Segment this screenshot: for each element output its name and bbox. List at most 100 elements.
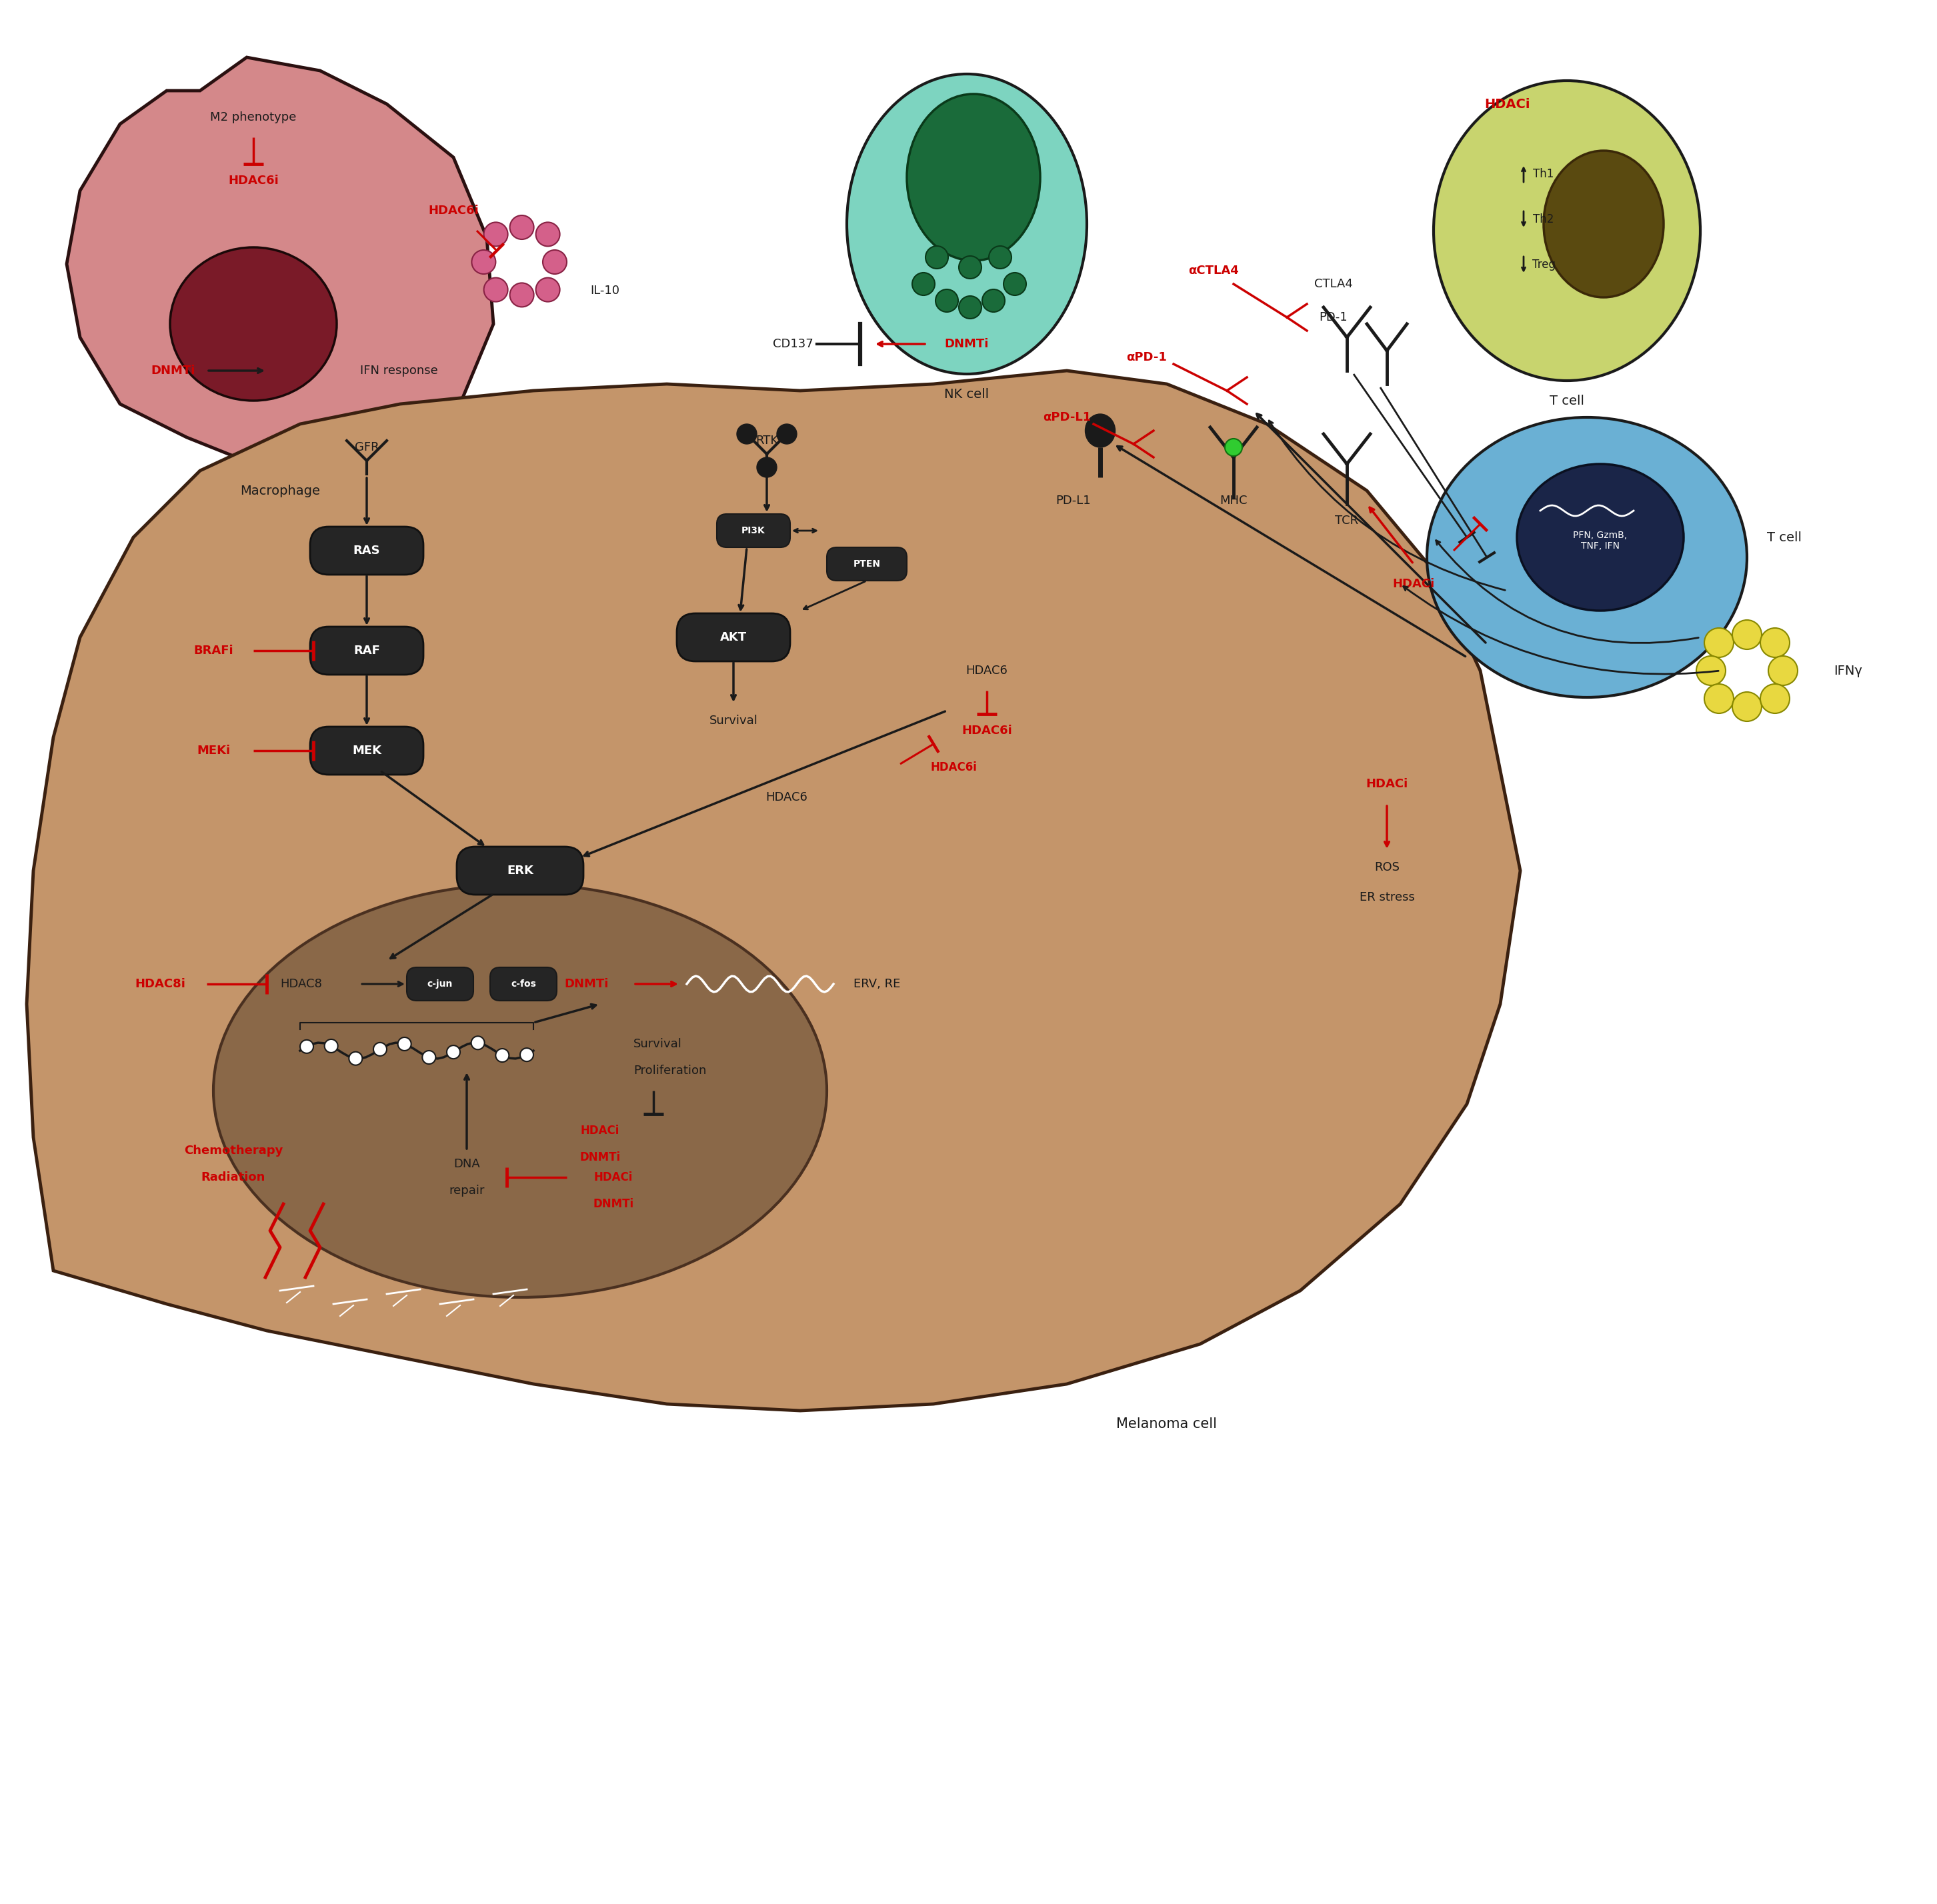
Text: HDACi: HDACi: [1484, 97, 1530, 110]
Text: T cell: T cell: [1550, 394, 1584, 407]
Text: Survival: Survival: [633, 1038, 682, 1049]
Circle shape: [926, 246, 949, 268]
Text: c-jun: c-jun: [428, 979, 453, 988]
Circle shape: [982, 289, 1005, 312]
FancyBboxPatch shape: [310, 527, 424, 575]
Text: IL-10: IL-10: [591, 286, 620, 297]
Text: T cell: T cell: [1767, 531, 1801, 545]
Text: DNMTi: DNMTi: [945, 339, 990, 350]
Ellipse shape: [1433, 80, 1701, 381]
Text: MHC: MHC: [1220, 495, 1247, 506]
Circle shape: [1705, 684, 1734, 714]
Text: NK cell: NK cell: [945, 388, 990, 400]
FancyBboxPatch shape: [457, 847, 583, 895]
Text: Survival: Survival: [709, 714, 757, 727]
Circle shape: [1003, 272, 1027, 295]
Ellipse shape: [1544, 150, 1664, 297]
Circle shape: [447, 1045, 461, 1059]
Circle shape: [936, 289, 959, 312]
Text: HDAC6i: HDAC6i: [930, 762, 976, 773]
Text: PD-1: PD-1: [1319, 312, 1348, 324]
Circle shape: [484, 278, 507, 301]
Text: GFR: GFR: [354, 442, 380, 453]
Circle shape: [959, 295, 982, 318]
Text: RAF: RAF: [353, 645, 380, 657]
Text: RTK: RTK: [755, 434, 779, 447]
Text: repair: repair: [449, 1184, 484, 1198]
Circle shape: [509, 284, 535, 307]
Text: ERK: ERK: [507, 864, 533, 876]
Text: HDAC6i: HDAC6i: [961, 725, 1013, 737]
Ellipse shape: [846, 74, 1087, 373]
Text: MEK: MEK: [353, 744, 382, 756]
Text: DNMTi: DNMTi: [151, 366, 196, 377]
Text: HDAC6: HDAC6: [765, 792, 808, 803]
FancyBboxPatch shape: [407, 967, 473, 1002]
Text: Th1: Th1: [1534, 168, 1553, 181]
Text: Melanoma cell: Melanoma cell: [1116, 1417, 1216, 1430]
Text: DNMTi: DNMTi: [579, 1152, 620, 1163]
FancyBboxPatch shape: [717, 514, 790, 546]
Circle shape: [473, 249, 496, 274]
Text: c-fos: c-fos: [511, 979, 537, 988]
Text: DNMTi: DNMTi: [593, 1198, 633, 1211]
Text: HDAC8: HDAC8: [281, 979, 322, 990]
Circle shape: [988, 246, 1011, 268]
FancyBboxPatch shape: [827, 546, 907, 581]
Text: TCR: TCR: [1335, 514, 1358, 527]
Text: ROS: ROS: [1373, 861, 1400, 874]
Text: αPD-L1: αPD-L1: [1042, 411, 1091, 423]
Circle shape: [1768, 657, 1798, 685]
Text: PFN, GzmB,
TNF, IFN: PFN, GzmB, TNF, IFN: [1573, 531, 1627, 550]
Text: HDACi: HDACi: [1393, 579, 1435, 590]
Text: HDAC6: HDAC6: [967, 664, 1007, 676]
Circle shape: [542, 249, 568, 274]
Circle shape: [509, 215, 535, 240]
Text: Treg: Treg: [1532, 259, 1555, 270]
Ellipse shape: [170, 248, 337, 400]
Circle shape: [1697, 657, 1726, 685]
Circle shape: [397, 1038, 411, 1051]
Text: PD-L1: PD-L1: [1056, 495, 1091, 506]
Circle shape: [1705, 628, 1734, 657]
FancyBboxPatch shape: [310, 727, 424, 775]
Circle shape: [1761, 628, 1790, 657]
Text: CD137: CD137: [773, 339, 814, 350]
Circle shape: [471, 1036, 484, 1049]
Circle shape: [959, 255, 982, 278]
Text: M2 phenotype: M2 phenotype: [211, 110, 296, 124]
Text: IFNγ: IFNγ: [1834, 664, 1861, 678]
Text: HDACi: HDACi: [581, 1125, 620, 1137]
Text: BRAFi: BRAFi: [194, 645, 232, 657]
FancyBboxPatch shape: [310, 626, 424, 674]
Text: ERV, RE: ERV, RE: [854, 979, 901, 990]
Circle shape: [777, 425, 796, 444]
Text: αCTLA4: αCTLA4: [1187, 265, 1240, 276]
Circle shape: [374, 1043, 387, 1057]
Text: RAS: RAS: [353, 545, 380, 556]
Circle shape: [422, 1051, 436, 1064]
Ellipse shape: [1428, 417, 1747, 697]
FancyBboxPatch shape: [676, 613, 790, 661]
Circle shape: [521, 1047, 533, 1061]
Text: DNA: DNA: [453, 1158, 480, 1169]
Text: ER stress: ER stress: [1360, 891, 1414, 902]
Ellipse shape: [907, 93, 1040, 261]
Circle shape: [300, 1040, 314, 1053]
Text: HDAC6i: HDAC6i: [428, 204, 478, 217]
Text: Proliferation: Proliferation: [633, 1064, 707, 1076]
Text: IFN response: IFN response: [360, 366, 438, 377]
Circle shape: [349, 1051, 362, 1064]
Circle shape: [325, 1040, 337, 1053]
Text: HDACi: HDACi: [1366, 779, 1408, 790]
Circle shape: [1732, 621, 1761, 649]
Text: Chemotherapy: Chemotherapy: [184, 1144, 283, 1156]
Text: Th2: Th2: [1534, 213, 1553, 225]
Text: PTEN: PTEN: [852, 560, 881, 569]
Ellipse shape: [1517, 465, 1683, 611]
Circle shape: [1732, 691, 1761, 722]
Circle shape: [1224, 438, 1242, 455]
FancyBboxPatch shape: [490, 967, 556, 1002]
Circle shape: [484, 223, 507, 246]
Circle shape: [736, 425, 757, 444]
